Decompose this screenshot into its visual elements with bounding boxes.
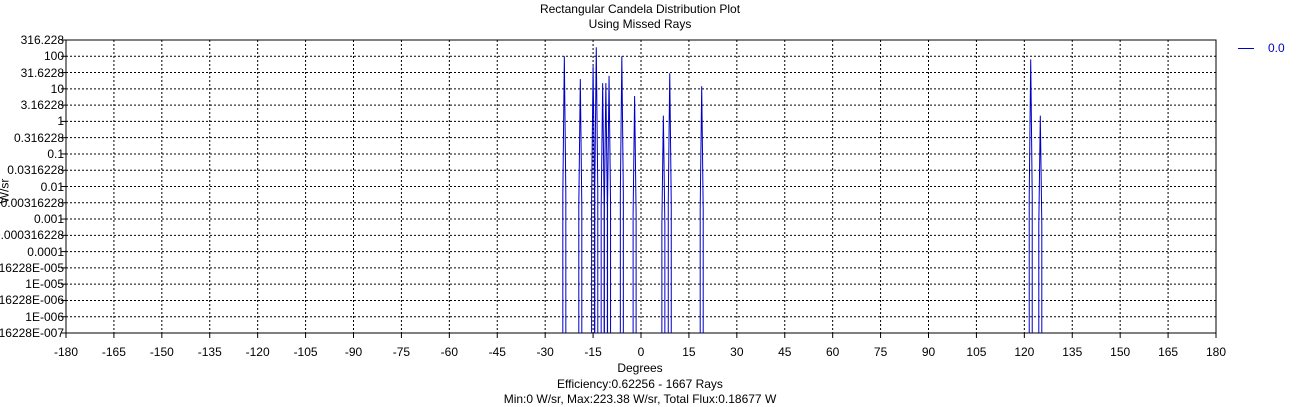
spike-mark [619,56,624,333]
x-axis-label: Degrees [617,361,663,375]
plot-frame [65,39,1217,334]
x-tick-label: -165 [101,345,126,359]
x-tick-label: -30 [536,345,554,359]
legend-swatch [1238,48,1254,50]
x-tick-label: 0 [637,345,645,359]
spike-mark [603,83,608,333]
x-tick-label: 60 [825,345,840,359]
legend-entry: 0.0 [1268,41,1285,55]
x-tick-label: 120 [1014,345,1035,359]
spike-mark [667,73,672,333]
y-tick-label: 1E-005 [25,277,64,292]
x-tick-label: -120 [245,345,270,359]
x-tick-label: -150 [149,345,174,359]
y-axis-label: W/sr [0,178,12,204]
x-tick-label: 90 [921,345,936,359]
x-tick-label: -105 [293,345,318,359]
y-tick-label: 0.001 [33,212,64,227]
series-0.0 [562,47,1043,333]
x-tick-label: 135 [1062,345,1083,359]
spike-mark [699,86,704,333]
x-tick-label: 165 [1158,345,1179,359]
spike-mark [578,79,583,333]
y-tick-label: 0.0316228 [7,163,64,178]
spike-mark [1028,59,1033,333]
y-tick-label: 100 [43,49,64,64]
grid-lines [61,39,1217,338]
x-tick-label: -15 [584,345,602,359]
x-tick-label: 30 [730,345,744,359]
x-tick-label: -90 [344,345,363,359]
y-tick-label: 10 [50,81,64,96]
x-tick-label: 15 [682,345,696,359]
spike-mark [607,75,612,333]
x-tick-label: -135 [197,345,222,359]
x-tick-label: 150 [1110,345,1131,359]
y-tick-label: 3.16228E-006 [0,293,64,308]
chart-subtitle: Using Missed Rays [588,17,692,31]
y-tick-label: 316.228 [20,33,64,47]
y-tick-label: 1E-006 [25,309,64,324]
spike-mark [1038,115,1043,333]
spike-mark [562,56,567,333]
y-tick-label: 0.316228 [13,130,64,145]
spike-mark [594,47,599,333]
y-tick-label: 0.0001 [27,244,64,259]
x-tick-label: 75 [873,345,888,359]
efficiency-text: Efficiency:0.62256 - 1667 Rays [557,377,723,391]
y-tick-label: 1 [57,114,64,129]
y-tick-label: 3.16228E-005 [0,260,64,275]
spike-mark [661,115,666,333]
x-tick-label: -75 [392,345,411,359]
y-tick-label: 0.01 [40,179,64,194]
summary-text: Min:0 W/sr, Max:223.38 W/sr, Total Flux:… [503,392,777,406]
x-tick-label: -45 [488,345,506,359]
spike-mark [600,83,605,333]
x-tick-label: -180 [53,345,79,359]
y-tick-label: 31.6228 [20,65,64,80]
y-tick-label: 0.1 [47,146,64,161]
y-tick-label: 3.16228E-007 [0,326,64,340]
y-tick-label: 0.000316228 [0,228,64,243]
x-tick-label: 105 [966,345,987,359]
legend: 0.0 [1238,41,1285,55]
x-tick-label: 180 [1205,345,1227,359]
x-tick-label: 45 [778,345,792,359]
y-tick-label: 3.16228 [20,98,64,113]
y-tick-label: 0.00316228 [0,195,64,210]
x-tick-label: -60 [440,345,458,359]
spike-mark [632,96,637,333]
chart-title: Rectangular Candela Distribution Plot [539,2,741,16]
